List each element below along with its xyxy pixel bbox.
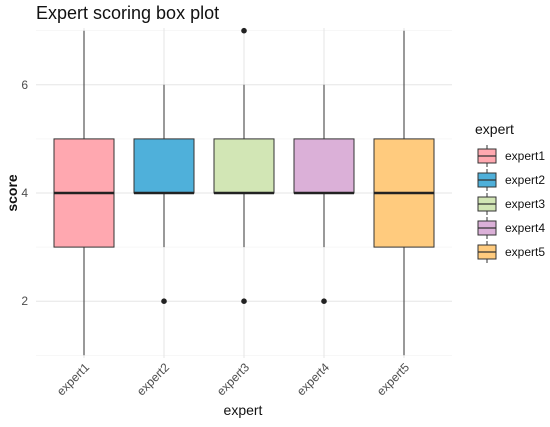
box-expert5	[373, 30, 435, 356]
outlier-point	[241, 27, 247, 34]
legend-label: expert3	[505, 197, 545, 211]
box-expert3	[213, 27, 275, 304]
y-tick-label: 2	[21, 294, 28, 308]
legend-label: expert2	[505, 173, 545, 187]
legend-item-expert4: expert4	[477, 217, 545, 239]
x-tick-label: expert1	[54, 360, 92, 398]
outlier-point	[161, 298, 167, 304]
box-expert1	[53, 30, 115, 356]
x-axis-ticks: expert1 expert2 expert3 expert4 expert5	[54, 360, 412, 398]
x-tick-label: expert2	[134, 360, 172, 398]
legend-label: expert5	[505, 245, 545, 259]
outlier-point	[321, 298, 327, 304]
legend: expert expert1 expert2 expert3 expert4 exper…	[475, 121, 545, 263]
boxes-group	[53, 27, 435, 356]
legend-title: expert	[475, 121, 514, 137]
y-axis-title: score	[4, 174, 20, 212]
x-tick-label: expert5	[374, 360, 412, 398]
legend-item-expert3: expert3	[477, 193, 545, 215]
box-expert2	[133, 84, 195, 304]
x-axis-title: expert	[224, 402, 263, 418]
chart-title: Expert scoring box plot	[36, 3, 219, 23]
x-tick-label: expert4	[294, 360, 332, 398]
box-body	[213, 138, 275, 194]
legend-label: expert4	[505, 221, 545, 235]
legend-item-expert1: expert1	[477, 145, 545, 167]
box-body	[293, 138, 355, 194]
legend-item-expert5: expert5	[477, 241, 545, 263]
outlier-point	[241, 298, 247, 304]
y-tick-label: 4	[21, 186, 28, 200]
box-expert4	[293, 84, 355, 304]
legend-label: expert1	[505, 149, 545, 163]
box-body	[133, 138, 195, 194]
y-axis-ticks: 2 4 6	[21, 78, 28, 308]
legend-item-expert2: expert2	[477, 169, 545, 191]
x-tick-label: expert3	[214, 360, 252, 398]
y-tick-label: 6	[21, 78, 28, 92]
